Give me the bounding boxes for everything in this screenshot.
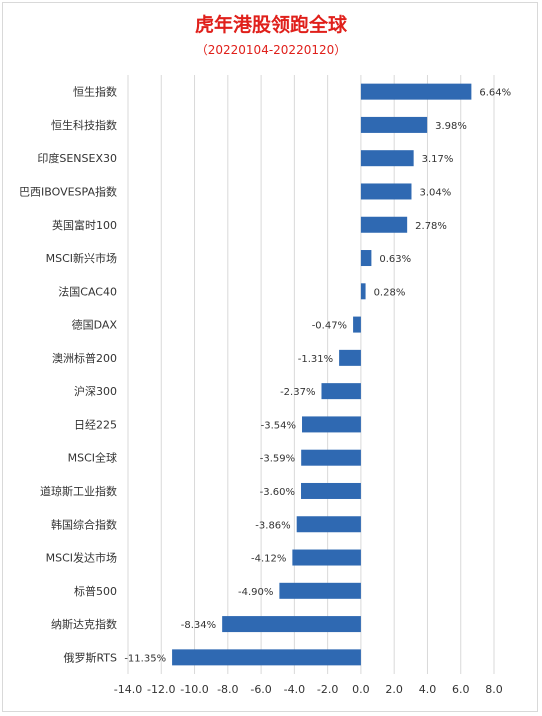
data-label: -3.60% bbox=[260, 487, 295, 498]
category-label: 纳斯达克指数 bbox=[51, 617, 117, 631]
category-label: 标普500 bbox=[74, 584, 117, 598]
bar bbox=[301, 449, 361, 466]
x-tick-label: 0.0 bbox=[352, 683, 370, 696]
category-label: MSCI全球 bbox=[68, 451, 117, 465]
category-label: MSCI发达市场 bbox=[46, 551, 117, 565]
data-label: 3.98% bbox=[435, 121, 467, 132]
category-label: 恒生指数 bbox=[73, 85, 117, 99]
data-label: 0.63% bbox=[379, 254, 411, 265]
bar bbox=[279, 582, 361, 599]
data-label: 3.17% bbox=[422, 154, 454, 165]
category-label: 日经225 bbox=[74, 418, 117, 431]
bar bbox=[222, 616, 361, 633]
category-label: 德国DAX bbox=[72, 318, 118, 332]
bar bbox=[296, 516, 361, 533]
x-axis-ticks: -14.0 -12.0 -10.0 -8.0 -6.0 -4.0 -2.0 0.0 2.0 4.0… bbox=[114, 683, 503, 696]
bar bbox=[360, 216, 408, 233]
bars bbox=[172, 83, 472, 666]
bar bbox=[292, 549, 361, 566]
category-label: 法国CAC40 bbox=[58, 284, 117, 298]
category-label: 英国富时100 bbox=[52, 218, 117, 232]
x-tick-label: -2.0 bbox=[317, 683, 338, 696]
bar bbox=[360, 250, 372, 267]
bar bbox=[360, 150, 414, 167]
data-label: -8.34% bbox=[181, 620, 216, 631]
chart-title: 虎年港股领跑全球 bbox=[194, 14, 347, 36]
bar bbox=[301, 482, 361, 499]
bar bbox=[172, 649, 361, 666]
bar bbox=[360, 183, 412, 200]
data-label: -1.31% bbox=[298, 354, 333, 365]
x-tick-label: -6.0 bbox=[250, 683, 271, 696]
data-label: -4.90% bbox=[238, 587, 273, 598]
category-label: MSCI新兴市场 bbox=[46, 251, 117, 265]
category-label: 道琼斯工业指数 bbox=[40, 484, 117, 498]
data-label: 3.04% bbox=[419, 187, 451, 198]
category-label: 恒生科技指数 bbox=[51, 118, 117, 132]
bar bbox=[360, 83, 472, 100]
x-tick-label: -10.0 bbox=[180, 683, 208, 696]
category-label: 俄罗斯RTS bbox=[63, 651, 117, 664]
bar bbox=[321, 383, 361, 400]
category-label: 巴西IBOVESPA指数 bbox=[19, 184, 117, 198]
x-tick-label: 4.0 bbox=[419, 683, 437, 696]
data-labels: 6.64% 3.98% 3.17% 3.04% 2.78% 0.63% 0.28% -0.47… bbox=[124, 88, 511, 665]
bar bbox=[302, 416, 361, 433]
gridlines bbox=[127, 75, 495, 674]
data-label: -0.47% bbox=[312, 321, 347, 332]
x-tick-label: 8.0 bbox=[485, 683, 503, 696]
x-tick-label: -12.0 bbox=[147, 683, 175, 696]
x-tick-label: 2.0 bbox=[385, 683, 403, 696]
data-label: 0.28% bbox=[374, 287, 406, 298]
data-label: -11.35% bbox=[124, 653, 166, 664]
x-tick-label: -14.0 bbox=[114, 683, 142, 696]
data-label: -3.86% bbox=[255, 520, 290, 531]
bar bbox=[360, 283, 366, 300]
category-label: 印度SENSEX30 bbox=[37, 151, 117, 165]
x-tick-label: -8.0 bbox=[217, 683, 238, 696]
bar bbox=[353, 316, 361, 333]
data-label: 2.78% bbox=[415, 221, 447, 232]
data-label: -4.12% bbox=[251, 554, 286, 565]
bar bbox=[360, 116, 428, 133]
chart-subtitle: （20220104-20220120） bbox=[195, 43, 347, 57]
bar bbox=[339, 349, 361, 366]
category-label: 澳洲标普200 bbox=[52, 351, 117, 365]
x-tick-label: 6.0 bbox=[452, 683, 470, 696]
data-label: -3.59% bbox=[260, 454, 295, 465]
data-label: 6.64% bbox=[479, 88, 511, 99]
data-label: -2.37% bbox=[280, 387, 315, 398]
category-label: 韩国综合指数 bbox=[51, 517, 117, 531]
category-label: 沪深300 bbox=[74, 384, 117, 398]
x-tick-label: -4.0 bbox=[284, 683, 305, 696]
data-label: -3.54% bbox=[261, 420, 296, 431]
